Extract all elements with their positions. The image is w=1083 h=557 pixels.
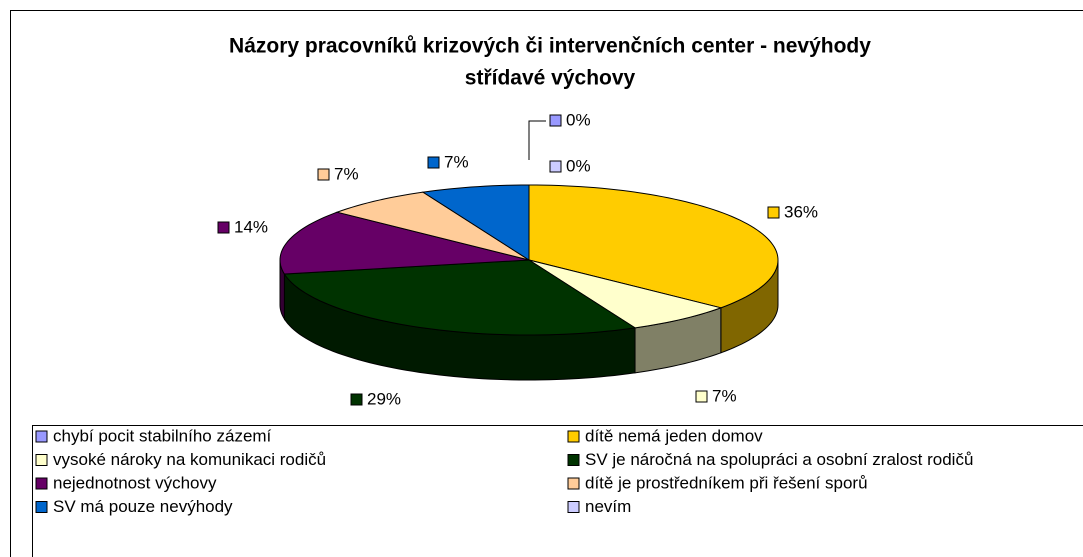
legend-swatch: [35, 430, 48, 443]
data-label: 0%: [566, 156, 591, 175]
label-swatch: [427, 156, 440, 169]
data-label: 7%: [444, 152, 469, 171]
data-label: 0%: [566, 110, 591, 129]
legend-label: SV má pouze nevýhody: [53, 497, 233, 516]
legend-swatch: [35, 454, 48, 466]
data-label: 29%: [367, 389, 401, 408]
label-swatch: [695, 390, 708, 403]
label-swatch: [217, 221, 230, 234]
legend-label: nejednotnost výchovy: [53, 473, 217, 492]
legend-label: dítě nemá jeden domov: [585, 426, 763, 445]
legend-swatch: [567, 501, 580, 513]
legend-label: vysoké nároky na komunikaci rodičů: [53, 450, 326, 469]
pie-slice: [421, 184, 530, 261]
label-swatch: [350, 393, 363, 406]
legend-swatch: [35, 501, 48, 513]
legend-swatch: [567, 477, 580, 490]
label-swatch: [549, 114, 562, 127]
label-swatch: [549, 160, 562, 173]
legend-label: nevím: [585, 497, 631, 516]
legend-box: [32, 425, 1083, 557]
legend-label: dítě je prostředníkem při řešení sporů: [585, 473, 868, 492]
pie-slice: [528, 184, 779, 309]
legend-swatch: [567, 430, 580, 443]
legend-swatch: [567, 454, 580, 466]
data-label: 7%: [334, 164, 359, 183]
label-swatch: [767, 206, 780, 219]
data-label: 14%: [234, 217, 268, 236]
data-label: 7%: [712, 386, 737, 405]
data-label: 36%: [784, 202, 818, 221]
chart-title: střídavé výchovy: [465, 67, 636, 90]
leader-line: [528, 120, 546, 160]
chart-title: Názory pracovníků krizových či intervenč…: [229, 35, 871, 58]
legend-label: chybí pocit stabilního zázemí: [53, 426, 272, 445]
pie-slice: [335, 191, 530, 261]
label-swatch: [317, 168, 330, 181]
legend-swatch: [35, 477, 48, 490]
pie-slice: [279, 211, 530, 275]
legend-label: SV je náročná na spolupráci a osobní zra…: [585, 450, 973, 469]
pie-slice: [528, 259, 723, 329]
pie-slice: [283, 259, 637, 336]
